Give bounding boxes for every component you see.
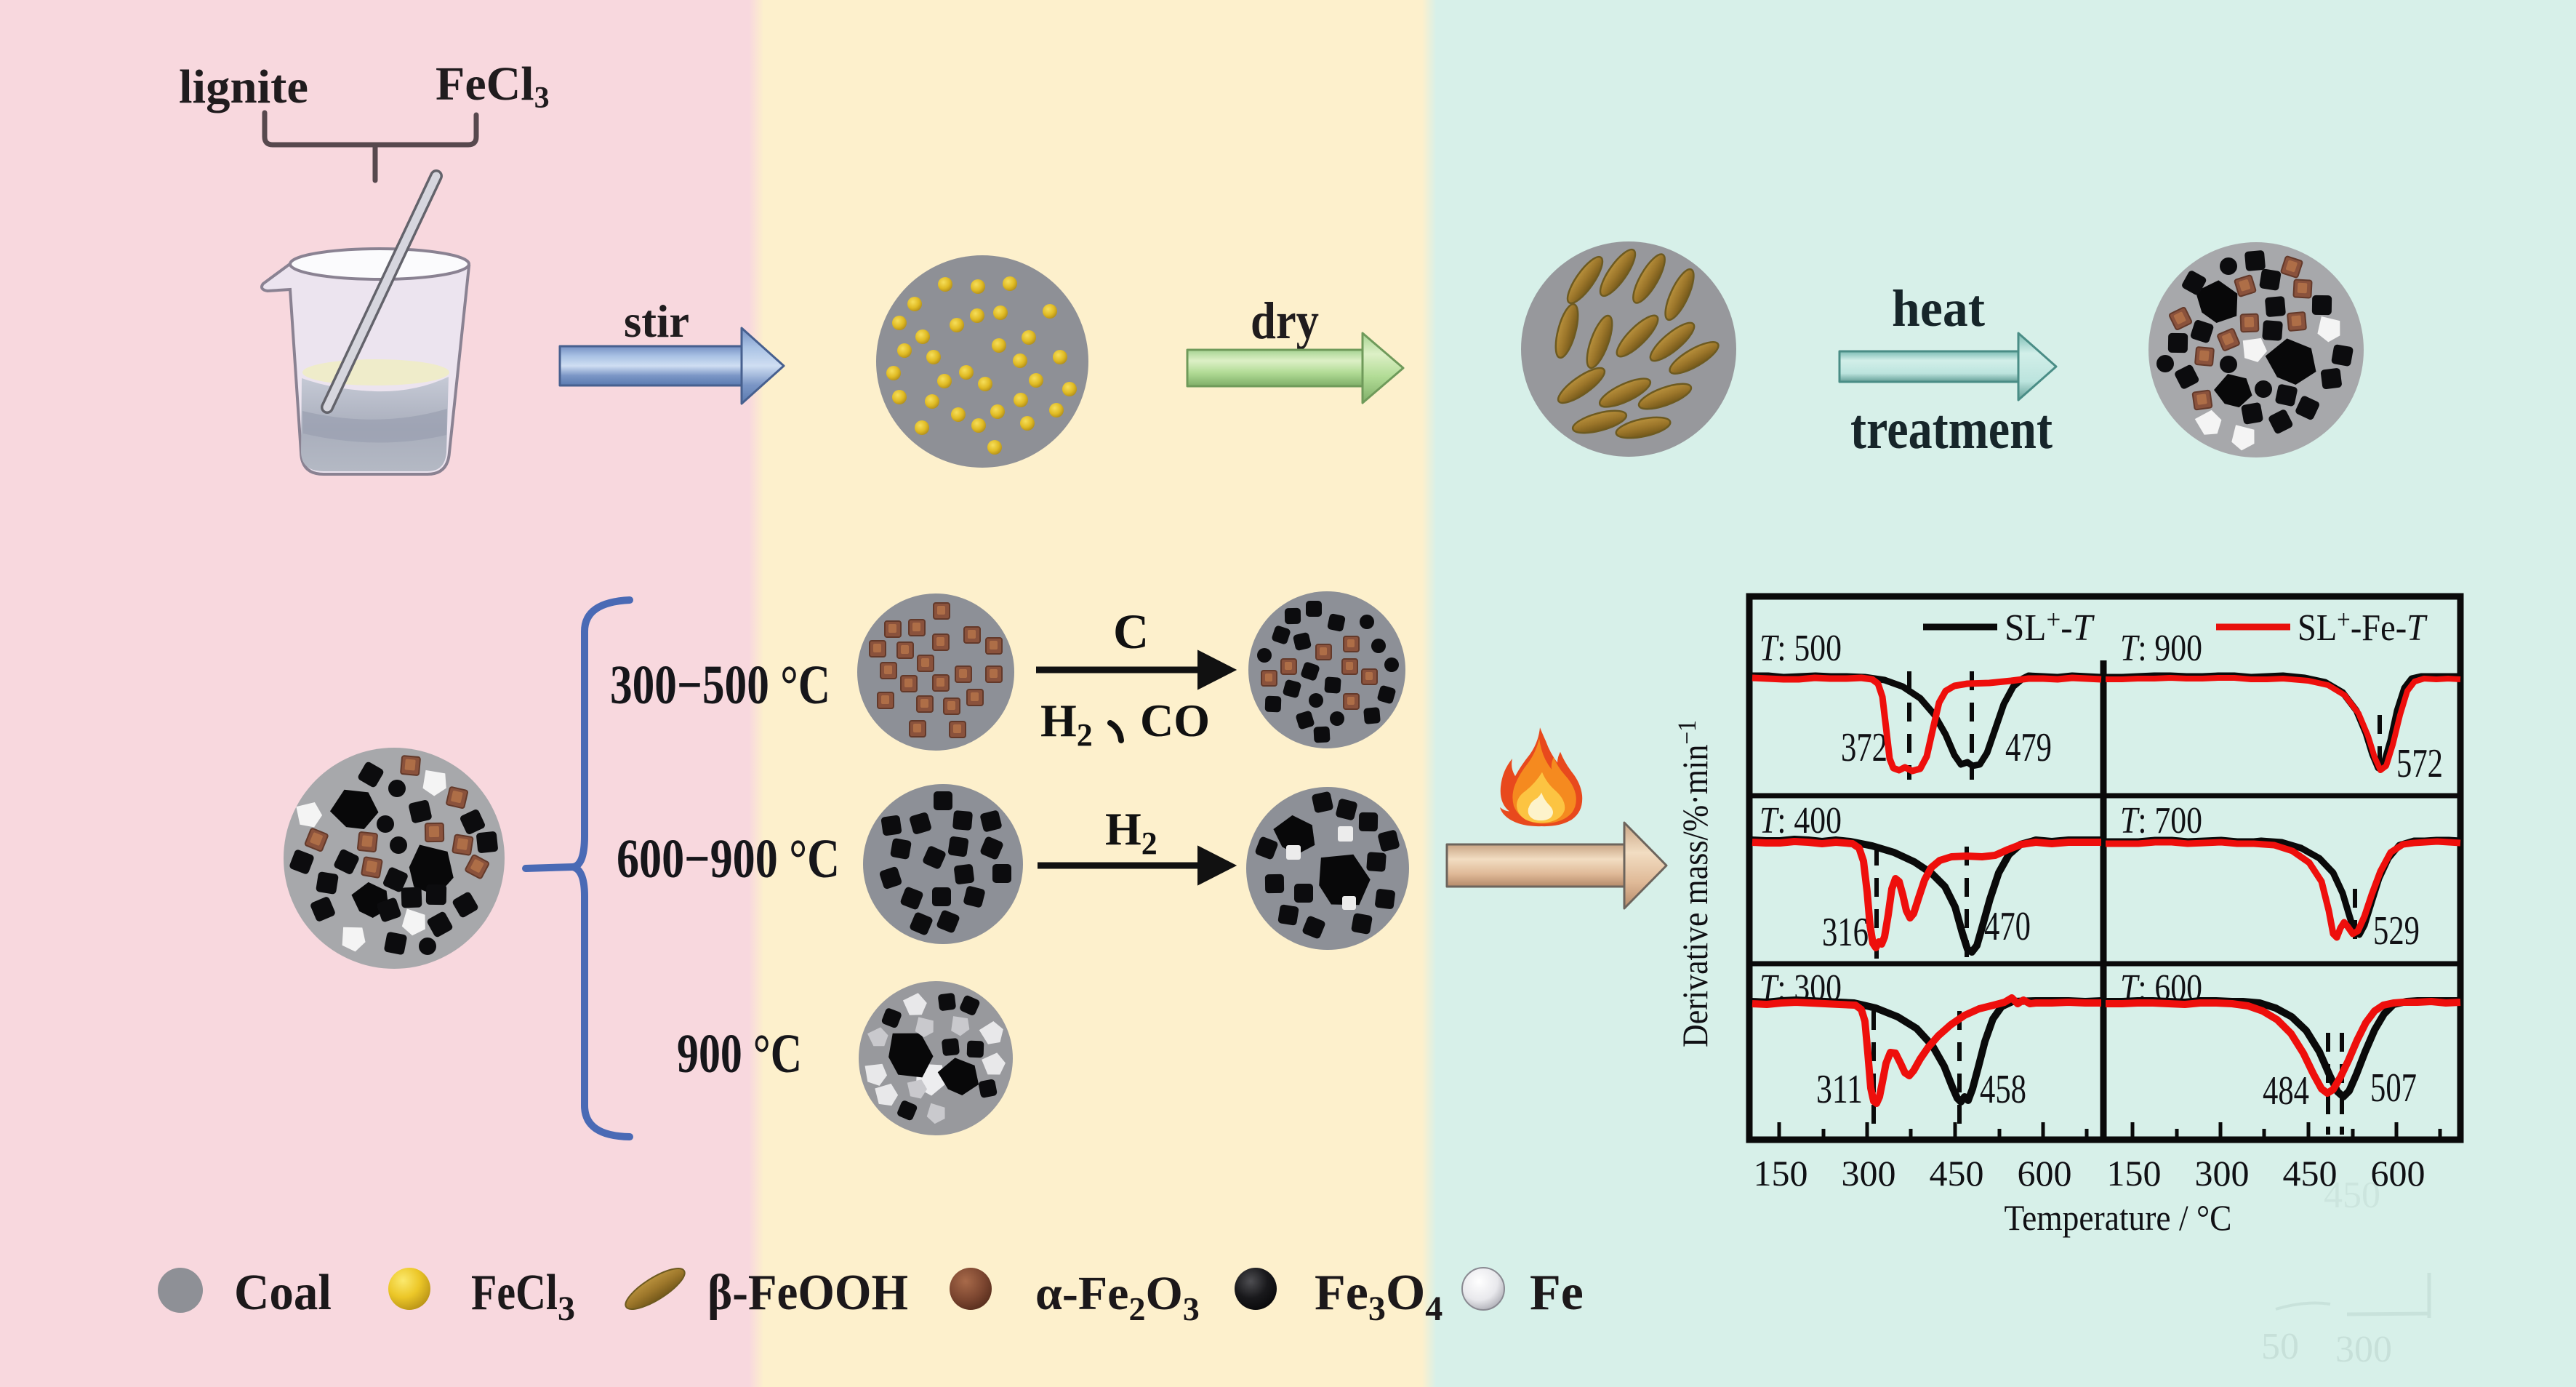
svg-text:Fe: Fe [1530,1265,1584,1321]
svg-text:β-FeOOH: β-FeOOH [707,1265,908,1321]
svg-text:470: 470 [1984,904,2031,949]
svg-text:dry: dry [1251,292,1319,350]
svg-text:Coal: Coal [234,1265,332,1321]
svg-text:treatment: treatment [1850,397,2053,460]
svg-text:450: 450 [2324,1175,2380,1216]
svg-text:FeCl3: FeCl3 [436,57,550,115]
svg-text:lignite: lignite [179,60,308,113]
svg-text:heat: heat [1892,279,1985,337]
svg-text:484: 484 [2263,1068,2309,1114]
svg-text:C: C [1113,604,1149,659]
svg-text:Temperature / °C: Temperature / °C [2005,1197,2232,1238]
svg-text:572: 572 [2396,741,2443,786]
svg-text:311: 311 [1816,1067,1863,1112]
svg-text:600: 600 [2371,1153,2425,1194]
svg-text:300: 300 [2335,1329,2392,1370]
svg-text:stir: stir [624,295,689,347]
svg-text:50: 50 [2261,1326,2299,1367]
svg-text:507: 507 [2370,1066,2417,1111]
svg-text:FeCl3: FeCl3 [471,1265,575,1328]
svg-text:900 °C: 900 °C [677,1023,802,1084]
svg-text:Derivative mass/%·min−1: Derivative mass/%·min−1 [1672,720,1715,1047]
svg-text:300−500 °C: 300−500 °C [610,655,830,716]
svg-text:T: 700: T: 700 [2120,800,2202,842]
svg-text:458: 458 [1980,1067,2026,1112]
svg-text:529: 529 [2373,908,2420,954]
svg-text:450: 450 [2283,1153,2338,1194]
svg-text:450: 450 [1930,1153,1984,1194]
svg-text:150: 150 [1754,1153,1808,1194]
svg-text:479: 479 [2005,725,2052,770]
svg-text:600−900 °C: 600−900 °C [617,828,840,890]
svg-text:300: 300 [2195,1153,2250,1194]
svg-text:150: 150 [2107,1153,2162,1194]
svg-text:600: 600 [2018,1153,2072,1194]
svg-text:CO: CO [1140,695,1210,746]
svg-text:316: 316 [1822,910,1869,955]
svg-text:α-Fe2O3: α-Fe2O3 [1035,1267,1200,1327]
svg-text:T: 900: T: 900 [2120,628,2202,669]
svg-text:T: 400: T: 400 [1760,800,1842,842]
svg-text:Fe3O4: Fe3O4 [1315,1265,1443,1328]
svg-text:372: 372 [1841,725,1887,770]
svg-text:SL+-Fe-T: SL+-Fe-T [2298,605,2428,649]
svg-text:300: 300 [1842,1153,1896,1194]
svg-text:T: 500: T: 500 [1760,628,1842,669]
